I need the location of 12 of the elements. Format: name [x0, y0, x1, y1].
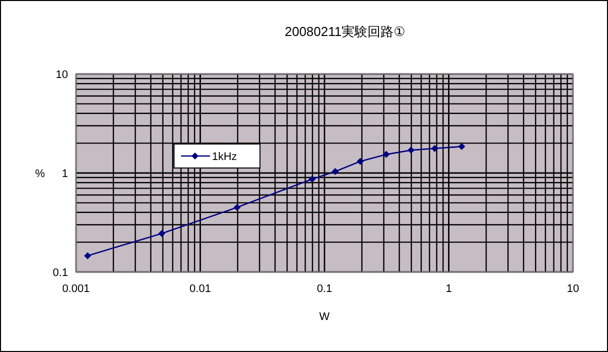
y-axis-title: % [35, 168, 46, 180]
legend-label: 1kHz [212, 151, 238, 163]
chart-title: 20080211実験回路① [284, 24, 406, 39]
y-tick-label: 10 [56, 69, 68, 81]
y-tick-label: 0.1 [52, 267, 68, 279]
x-tick-label: 0.01 [190, 283, 211, 295]
x-axis-title: W [319, 311, 330, 323]
y-tick-label: 1 [62, 168, 68, 180]
x-tick-label: 0.1 [316, 283, 332, 295]
x-tick-label: 0.001 [62, 283, 90, 295]
x-tick-label: 10 [566, 283, 580, 295]
x-tick-label: 1 [446, 283, 452, 295]
